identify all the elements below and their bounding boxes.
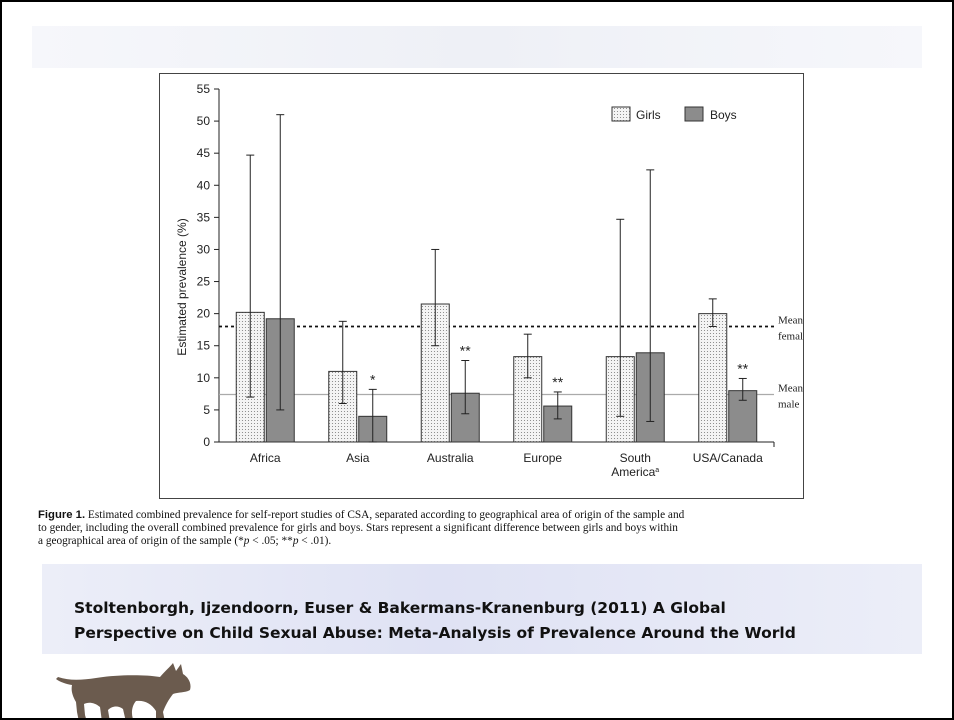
caption-label: Figure 1. (38, 509, 86, 521)
mean-female-label-line-2: female (778, 330, 803, 342)
y-tick-label: 20 (197, 307, 211, 321)
citation-line-1: Stoltenborgh, Ijzendoorn, Euser & Bakerm… (74, 599, 726, 617)
y-tick-label: 5 (203, 403, 210, 417)
x-tick-label: Europe (523, 451, 562, 465)
y-tick-label: 30 (197, 242, 211, 256)
legend-swatch-boys (684, 106, 704, 122)
y-tick-label: 50 (197, 114, 211, 128)
title-band (32, 26, 922, 68)
citation-line-2: Perspective on Child Sexual Abuse: Meta-… (74, 624, 796, 642)
significance-marker: ** (460, 342, 471, 358)
y-tick-label: 55 (197, 82, 211, 96)
figure-box: 0 5 10 15 20 25 30 35 40 45 50 55 Mean female Mean male… (159, 73, 804, 499)
y-tick-label: 0 (203, 435, 210, 449)
x-tick-label-line-1: South (620, 451, 651, 465)
citation-band (42, 564, 922, 654)
y-tick-label: 40 (197, 178, 211, 192)
bar-girls (698, 313, 728, 443)
caption-line-2: to gender, including the overall combine… (38, 522, 678, 534)
caption-line-3-post: < .01). (298, 535, 332, 547)
legend-label-girls: Girls (636, 108, 661, 122)
x-tick-label-line-2: Americaa (611, 465, 659, 479)
caption-p-2: p (292, 535, 299, 547)
y-tick-label: 15 (197, 339, 211, 353)
figure-caption: Figure 1. Estimated combined prevalence … (38, 509, 918, 548)
mean-male-label-line-1: Mean (778, 383, 803, 395)
caption-line-1: Estimated combined prevalence for self-r… (87, 509, 685, 521)
y-tick-label: 10 (197, 371, 211, 385)
x-tick-label: Africa (250, 451, 281, 465)
y-axis-label: Estimated prevalence (%) (175, 218, 189, 355)
caption-p-1: p (243, 535, 250, 547)
x-tick-label: Asia (346, 451, 370, 465)
citation: Stoltenborgh, Ijzendoorn, Euser & Bakerm… (74, 596, 904, 646)
significance-marker: * (370, 371, 376, 387)
caption-line-3-pre: a geographical area of origin of the sam… (38, 535, 244, 547)
x-tick-label: Australia (427, 451, 474, 465)
caption-line-3-mid: < .05; ** (249, 535, 293, 547)
mean-female-label-line-1: Mean (778, 314, 803, 326)
cat-silhouette-icon (56, 663, 191, 718)
mean-male-label-line-2: male (778, 399, 799, 411)
y-tick-label: 35 (197, 210, 211, 224)
legend-swatch-girls (611, 106, 631, 122)
legend-label-boys: Boys (710, 108, 737, 122)
significance-marker: ** (552, 374, 563, 390)
significance-marker: ** (737, 360, 748, 376)
y-tick-label: 45 (197, 146, 211, 160)
bar-chart: 0 5 10 15 20 25 30 35 40 45 50 55 Mean female Mean male… (175, 82, 803, 479)
x-tick-superscript: a (655, 467, 659, 474)
x-tick-label: USA/Canada (693, 451, 763, 465)
y-tick-label: 25 (197, 275, 211, 289)
